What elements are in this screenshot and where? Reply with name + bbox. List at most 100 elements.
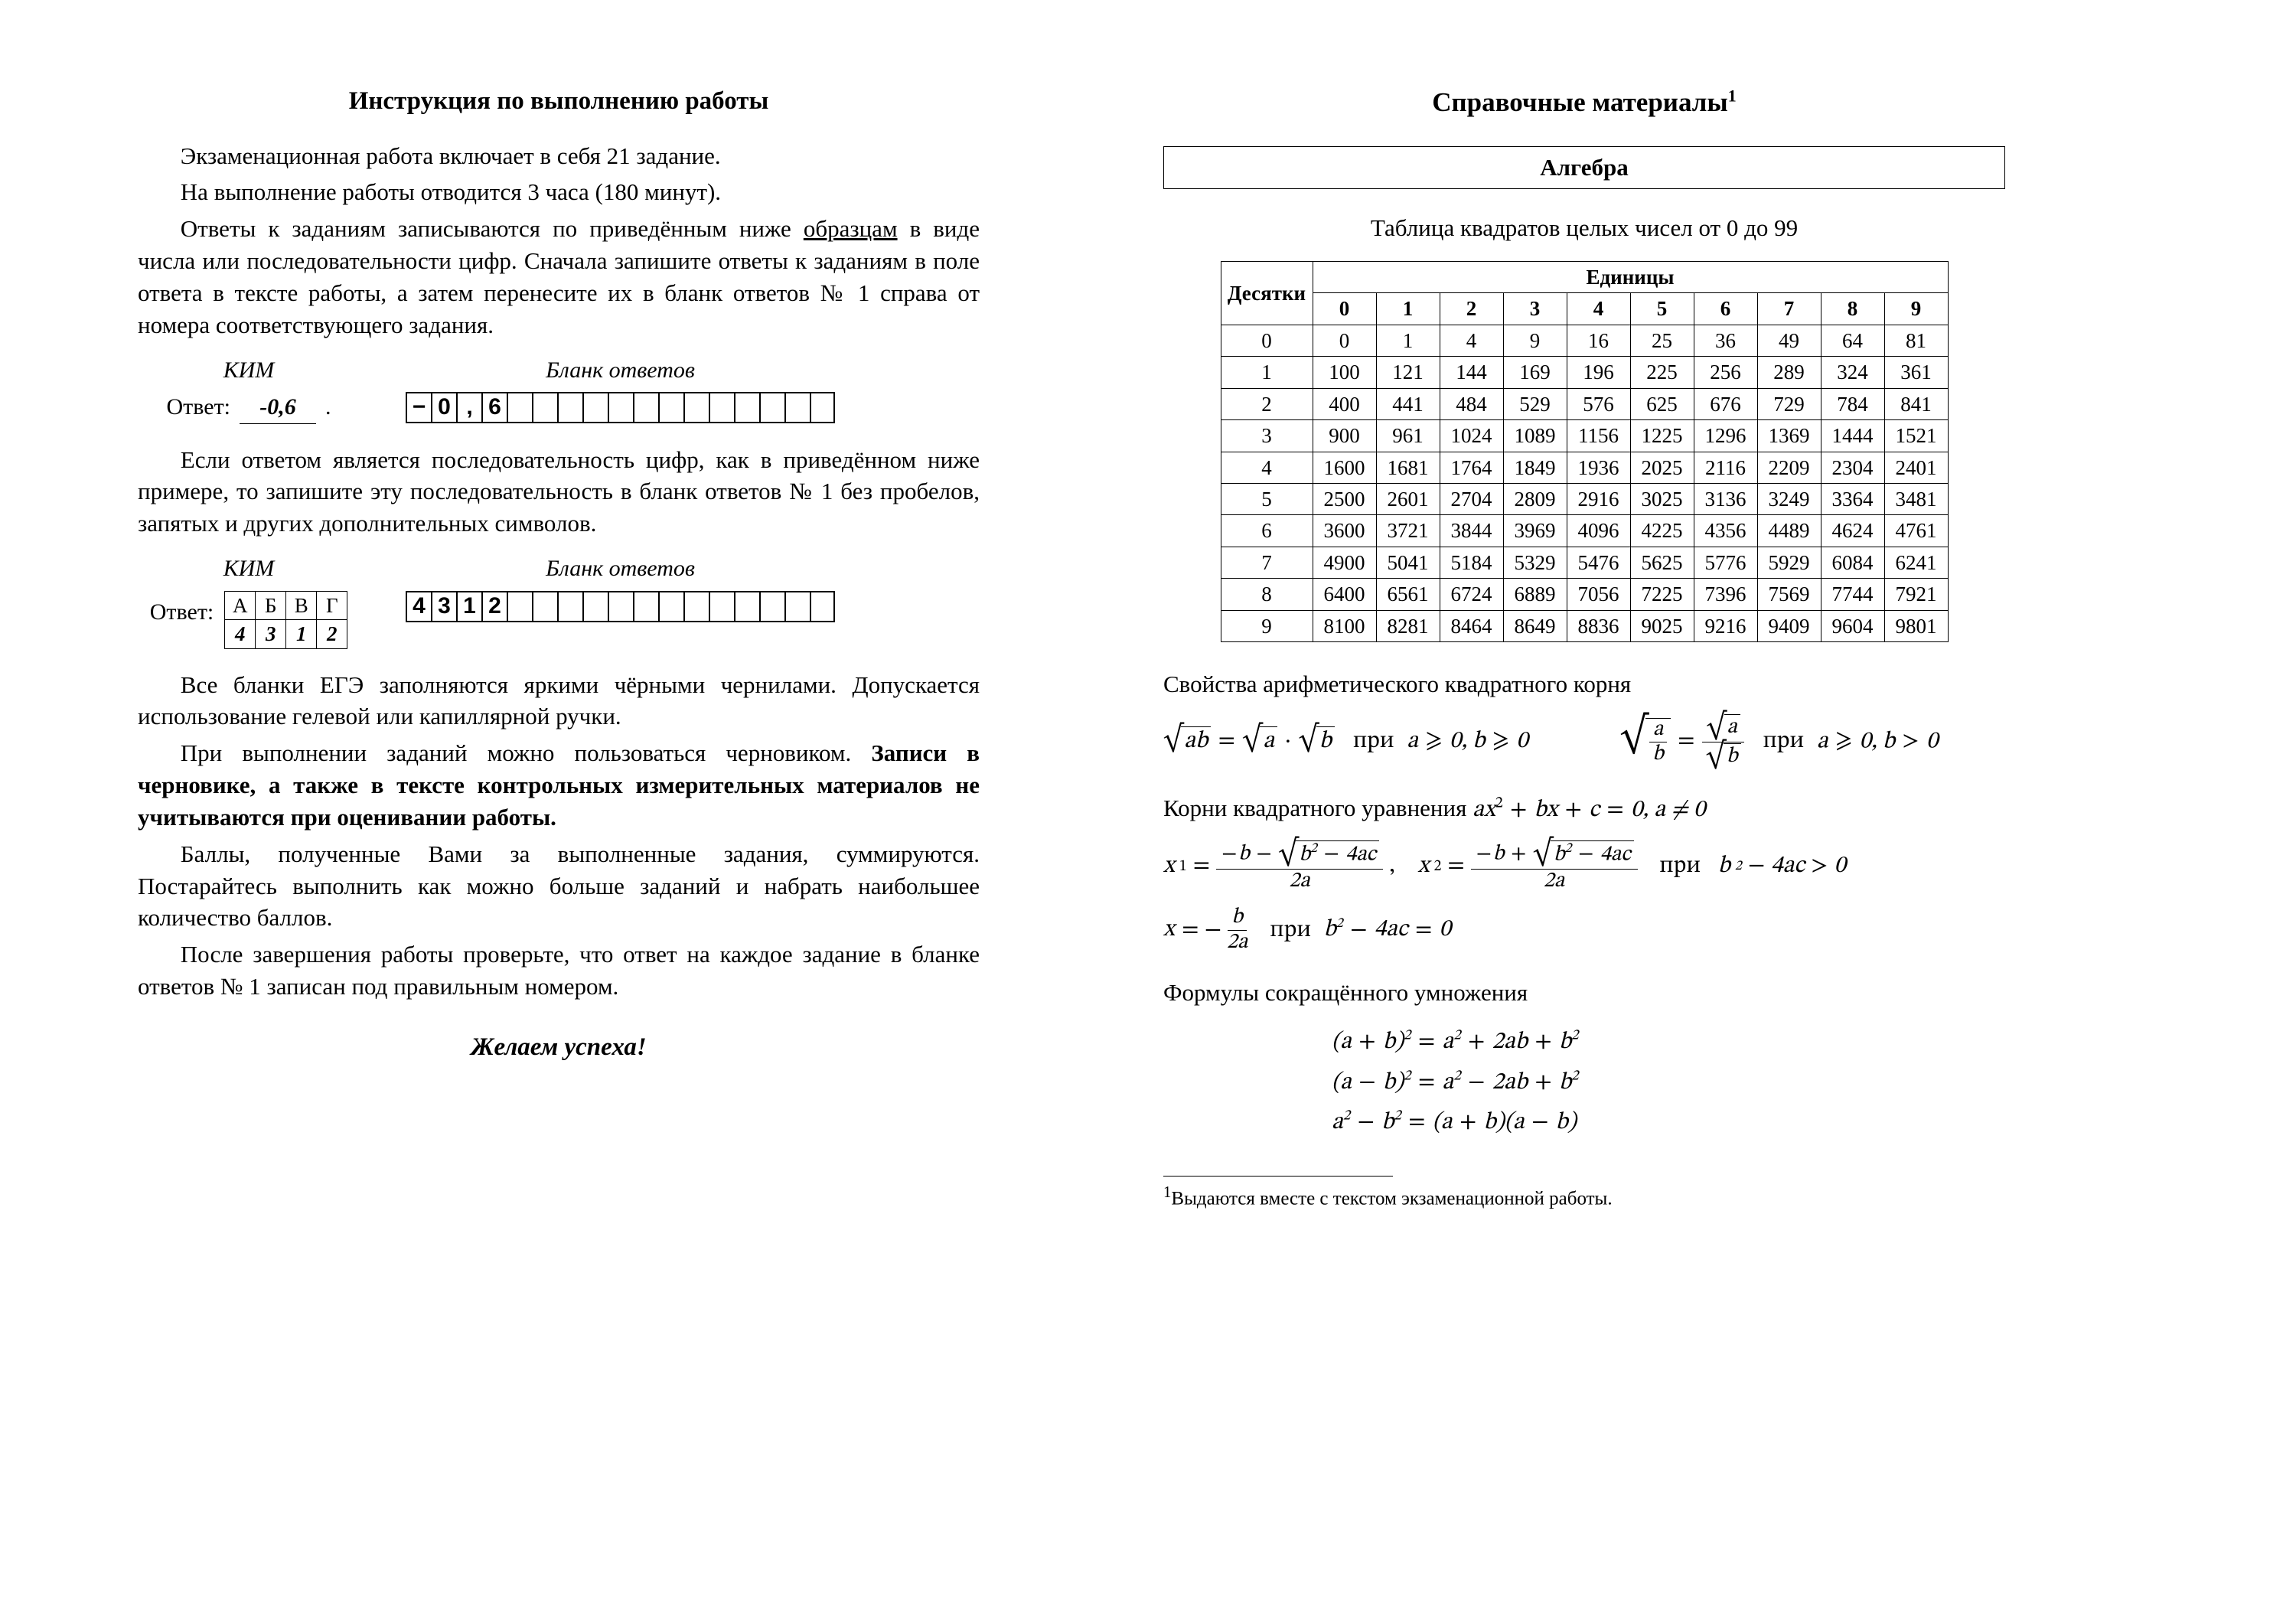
square-cell: 5776 (1694, 547, 1757, 578)
binom-minus: (a − b)2 = a2 − 2ab + b2 (1332, 1063, 2005, 1104)
abcd-head: Г (317, 591, 347, 619)
square-cell: 5476 (1567, 547, 1630, 578)
answer-label-2: Ответ: (150, 597, 214, 628)
box-cell (532, 392, 557, 423)
square-cell: 1444 (1821, 420, 1884, 452)
col-hdr: 6 (1694, 293, 1757, 325)
square-cell: 9216 (1694, 610, 1757, 641)
square-cell: 8836 (1567, 610, 1630, 641)
square-cell: 4489 (1757, 515, 1821, 547)
instruction-heading: Инструкция по выполнению работы (138, 84, 980, 119)
answer-boxes-1: − 0 , 6 (406, 392, 835, 423)
quad-heading-a: Корни квадратного уравнения (1163, 795, 1473, 821)
abcd-val: 2 (317, 620, 347, 648)
tens-cell: 1 (1221, 357, 1313, 388)
col-hdr: 4 (1567, 293, 1630, 325)
blank-label-2: Бланк ответов (546, 553, 695, 585)
square-cell: 7569 (1757, 579, 1821, 610)
box-cell (532, 591, 557, 622)
col-hdr: 7 (1757, 293, 1821, 325)
square-cell: 324 (1821, 357, 1884, 388)
example-2: КИМ Ответ: А Б В Г 4 3 1 2 (138, 553, 980, 648)
square-cell: 2916 (1567, 484, 1630, 515)
box-cell: 2 (481, 591, 507, 622)
square-cell: 1764 (1440, 452, 1503, 483)
square-cell: 5329 (1503, 547, 1567, 578)
box-cell: , (456, 392, 481, 423)
tens-cell: 6 (1221, 515, 1313, 547)
quad-roots-one: x = −b2a при b2 − 4ac = 0 (1163, 906, 2005, 954)
p3-underlined: образцам (804, 215, 898, 242)
square-cell: 2809 (1503, 484, 1567, 515)
square-cell: 4096 (1567, 515, 1630, 547)
square-cell: 576 (1567, 388, 1630, 419)
square-cell: 484 (1440, 388, 1503, 419)
square-cell: 1024 (1440, 420, 1503, 452)
tens-header: Десятки (1221, 261, 1313, 325)
answer-value-1: -0,6 (240, 392, 316, 424)
box-cell: 4 (406, 591, 431, 622)
square-cell: 16 (1567, 325, 1630, 356)
square-cell: 4761 (1884, 515, 1948, 547)
abcd-val: 3 (256, 620, 286, 648)
square-cell: 6724 (1440, 579, 1503, 610)
example-1: КИМ Ответ: -0,6 . Бланк ответов − 0 , 6 (138, 355, 980, 424)
square-cell: 169 (1503, 357, 1567, 388)
box-cell (582, 591, 608, 622)
square-cell: 1681 (1376, 452, 1440, 483)
square-cell: 1156 (1567, 420, 1630, 452)
square-cell: 361 (1884, 357, 1948, 388)
table-row: 1100121144169196225256289324361 (1221, 357, 1948, 388)
algebra-box: Алгебра (1163, 146, 2005, 189)
p3-part-a: Ответы к заданиям записываются по привед… (181, 215, 804, 242)
square-cell: 8281 (1376, 610, 1440, 641)
ink-para: Все бланки ЕГЭ заполняются яркими чёрным… (138, 669, 980, 733)
square-cell: 9801 (1884, 610, 1948, 641)
intro-p2: На выполнение работы отводится 3 часа (1… (138, 176, 980, 208)
good-luck: Желаем успеха! (138, 1030, 980, 1065)
quad-roots: x1 = −b − √b2 − 4ac2a, x2 = −b + √b2 − 4… (1163, 840, 2005, 954)
square-cell: 2500 (1313, 484, 1376, 515)
tens-cell: 7 (1221, 547, 1313, 578)
square-cell: 4624 (1821, 515, 1884, 547)
table-row: 4160016811764184919362025211622092304240… (1221, 452, 1948, 483)
quad-roots-two: x1 = −b − √b2 − 4ac2a, x2 = −b + √b2 − 4… (1163, 840, 2005, 893)
square-cell: 3600 (1313, 515, 1376, 547)
seq-para: Если ответом является последовательность… (138, 444, 980, 540)
box-cell (557, 392, 582, 423)
square-cell: 2401 (1884, 452, 1948, 483)
col-hdr: 3 (1503, 293, 1567, 325)
square-cell: 100 (1313, 357, 1376, 388)
points-para: Баллы, полученные Вами за выполненные за… (138, 838, 980, 935)
square-cell: 3025 (1630, 484, 1694, 515)
square-cell: 841 (1884, 388, 1948, 419)
square-cell: 49 (1757, 325, 1821, 356)
square-cell: 784 (1821, 388, 1884, 419)
square-cell: 196 (1567, 357, 1630, 388)
table-row: 6360037213844396940964225435644894624476… (1221, 515, 1948, 547)
square-cell: 2116 (1694, 452, 1757, 483)
box-cell (810, 392, 835, 423)
square-cell: 3136 (1694, 484, 1757, 515)
square-cell: 9409 (1757, 610, 1821, 641)
square-cell: 4900 (1313, 547, 1376, 578)
box-cell (759, 591, 784, 622)
square-cell: 64 (1821, 325, 1884, 356)
box-cell (633, 392, 658, 423)
tens-cell: 5 (1221, 484, 1313, 515)
square-cell: 144 (1440, 357, 1503, 388)
abcd-head: В (286, 591, 317, 619)
abcd-head: А (225, 591, 256, 619)
square-cell: 7225 (1630, 579, 1694, 610)
square-cell: 1 (1376, 325, 1440, 356)
square-cell: 5929 (1757, 547, 1821, 578)
footnote-rule (1163, 1176, 1393, 1177)
col-hdr: 8 (1821, 293, 1884, 325)
abcd-val: 1 (286, 620, 317, 648)
box-cell (633, 591, 658, 622)
square-cell: 8464 (1440, 610, 1503, 641)
box-cell (784, 591, 810, 622)
box-cell (683, 392, 709, 423)
square-cell: 676 (1694, 388, 1757, 419)
square-cell: 1600 (1313, 452, 1376, 483)
